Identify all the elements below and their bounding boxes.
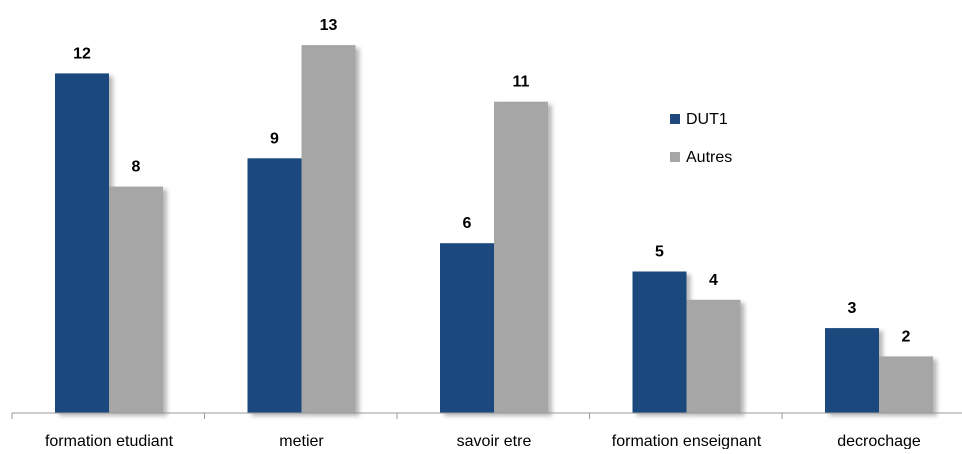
category-label-formation-enseignant: formation enseignant — [612, 433, 762, 449]
bar-dut1-savoir-etre — [440, 243, 494, 413]
bar-dut1-formation-etudiant — [55, 73, 109, 414]
value-label-dut1-decrochage: 3 — [848, 300, 857, 317]
category-label-decrochage: decrochage — [837, 433, 921, 449]
bar-autres-decrochage — [879, 356, 933, 413]
value-label-autres-formation-etudiant: 8 — [132, 159, 141, 176]
bar-dut1-metier — [247, 158, 302, 413]
value-label-dut1-formation-etudiant: 12 — [73, 45, 91, 62]
value-label-dut1-savoir-etre: 6 — [463, 215, 472, 232]
x-axis: formation etudiant metier savoir etre forma… — [11, 412, 962, 450]
legend-label-autres: Autres — [686, 149, 732, 166]
value-label-autres-savoir-etre: 11 — [513, 74, 530, 91]
value-label-autres-decrochage: 2 — [902, 328, 911, 345]
legend: DUT1 Autres — [670, 111, 732, 166]
value-label-autres-formation-enseignant: 4 — [709, 272, 718, 289]
value-label-dut1-metier: 9 — [270, 130, 279, 147]
value-labels-layer: 12 8 9 13 6 11 5 4 3 2 — [73, 17, 910, 345]
category-label-metier: metier — [279, 433, 324, 449]
value-label-autres-metier: 13 — [320, 17, 338, 34]
bar-autres-formation-etudiant — [109, 186, 163, 413]
bar-autres-metier — [301, 45, 356, 413]
bar-autres-savoir-etre — [494, 101, 548, 413]
bar-dut1-decrochage — [825, 328, 879, 413]
bar-dut1-formation-enseignant — [632, 271, 687, 413]
legend-swatch-autres — [670, 152, 680, 162]
legend-label-dut1: DUT1 — [686, 111, 728, 128]
category-label-savoir-etre: savoir etre — [457, 433, 532, 449]
bars-layer — [55, 45, 933, 414]
value-label-dut1-formation-enseignant: 5 — [655, 244, 664, 261]
legend-swatch-dut1 — [670, 114, 680, 124]
category-label-formation-etudiant: formation etudiant — [45, 433, 174, 449]
bar-autres-formation-enseignant — [686, 299, 741, 413]
